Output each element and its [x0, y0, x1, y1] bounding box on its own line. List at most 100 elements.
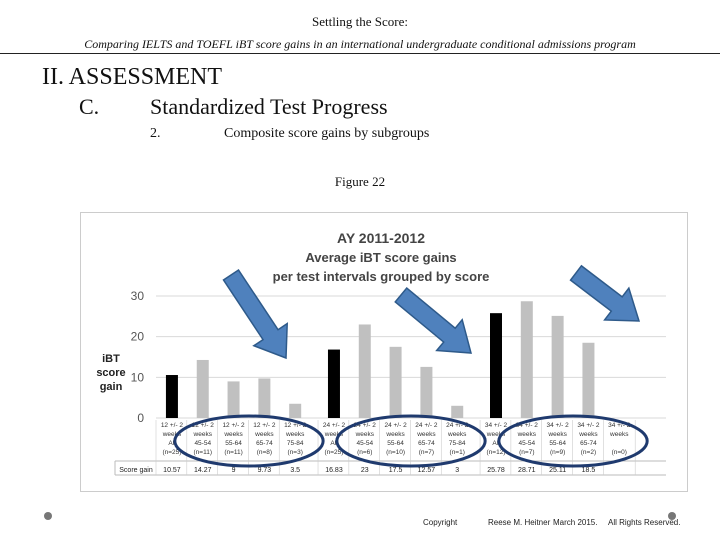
y-tick-label: 10 — [131, 370, 145, 384]
header-title: Settling the Score: — [311, 14, 409, 29]
category-label-line: weeks — [547, 431, 567, 438]
category-label-line: 34 +/- 2 — [547, 422, 570, 429]
y-axis-label-line: gain — [100, 381, 123, 393]
category-label-line: 12 +/- 2 — [192, 422, 215, 429]
arrow-icon — [222, 268, 289, 360]
category-label-line: All — [168, 440, 176, 447]
category-label-line: weeks — [447, 431, 467, 438]
bar — [289, 403, 302, 418]
category-label-line: weeks — [162, 431, 182, 438]
category-label-line: (n=25) — [162, 449, 181, 456]
category-label-line: 75-84 — [449, 440, 466, 447]
figure-label: Figure 22 — [334, 174, 386, 189]
footer-copyright: Copyright — [423, 518, 458, 527]
value-label: 25.11 — [549, 467, 566, 474]
bar — [582, 342, 595, 418]
category-label-line: 34 +/- 2 — [485, 422, 508, 429]
value-label: 12.57 — [418, 467, 436, 474]
outline-item: 2. Composite score gains by subgroups — [150, 126, 429, 142]
footer-author: Reese M. Heitner — [488, 518, 551, 527]
bar — [420, 366, 433, 418]
value-label: 16.83 — [325, 467, 343, 474]
bar — [358, 324, 371, 418]
category-label-line: 34 +/- 2 — [608, 422, 631, 429]
value-label: 9.73 — [258, 467, 272, 474]
value-label: 3.5 — [290, 467, 300, 474]
category-label-line: (n=12) — [487, 449, 506, 456]
group-ellipse — [335, 414, 487, 468]
table-row-header: Score gain — [119, 467, 153, 474]
header-rule — [0, 53, 720, 54]
category-label-line: 65-74 — [418, 440, 435, 447]
category-label-line: 12 +/- 2 — [284, 422, 307, 429]
category-label-line: 55-64 — [225, 440, 242, 447]
category-label-line: 55-64 — [549, 440, 566, 447]
arrow-icon — [569, 264, 641, 322]
item-number: 2. — [150, 126, 161, 141]
bar — [520, 301, 533, 418]
item-text: Composite score gains by subgroups — [224, 126, 430, 141]
category-label-line: 12 +/- 2 — [161, 422, 184, 429]
category-label-line: weeks — [285, 431, 305, 438]
category-label-line: weeks — [486, 431, 506, 438]
footer-rights: All Rights Reserved. — [608, 518, 681, 527]
bar — [227, 381, 240, 418]
category-label-line: 24 +/- 2 — [446, 422, 469, 429]
category-label-line: 65-74 — [256, 440, 273, 447]
category-label-line: (n=7) — [519, 449, 534, 456]
y-axis-label-line: score — [96, 367, 125, 379]
category-label-line: (n=1) — [450, 449, 465, 456]
category-label-line: weeks — [254, 431, 274, 438]
category-label-line: (n=9) — [550, 449, 565, 456]
category-label-line: 12 +/- 2 — [222, 422, 245, 429]
subsection-letter: C. — [79, 94, 100, 119]
value-label: 14.27 — [194, 467, 212, 474]
header-subtitle: Comparing IELTS and TOEFL iBT score gain… — [84, 37, 636, 51]
category-label-line: 45-54 — [519, 440, 536, 447]
category-label-line: weeks — [385, 431, 405, 438]
group-ellipse — [173, 414, 325, 468]
category-label-line: weeks — [223, 431, 243, 438]
value-label: 10.57 — [163, 467, 181, 474]
category-label-line: 34 +/- 2 — [577, 422, 600, 429]
y-tick-label: 20 — [131, 330, 145, 344]
chart-title-line: Average iBT score gains — [305, 250, 456, 265]
category-label-line: 24 +/- 2 — [323, 422, 346, 429]
category-label-line: weeks — [355, 431, 375, 438]
category-label-line: 24 +/- 2 — [384, 422, 407, 429]
category-label-line: (n=0) — [612, 449, 627, 456]
bar — [389, 346, 402, 418]
value-label: 9 — [232, 467, 236, 474]
bar — [551, 315, 564, 418]
arrow-icon — [394, 287, 472, 354]
subsection-heading: C. Standardized Test Progress — [79, 94, 388, 120]
value-label: 28.71 — [518, 467, 536, 474]
category-label-line: 55-64 — [387, 440, 404, 447]
y-tick-label: 30 — [131, 289, 145, 303]
chart-title-line: AY 2011-2012 — [337, 230, 425, 246]
category-label-line: All — [492, 440, 500, 447]
y-tick-label: 0 — [137, 411, 144, 425]
bar — [196, 359, 209, 418]
category-label-line: weeks — [609, 431, 629, 438]
category-label-line: All — [330, 440, 338, 447]
chart-title-line: per test intervals grouped by score — [273, 269, 490, 284]
y-axis-label-line: iBT — [102, 353, 120, 365]
bar — [451, 405, 464, 418]
bar — [165, 375, 178, 418]
value-label: 3 — [455, 467, 459, 474]
category-label-line: 34 +/- 2 — [516, 422, 539, 429]
footer-right-dot — [668, 512, 676, 520]
category-label-line: weeks — [416, 431, 436, 438]
category-label-line: 24 +/- 2 — [415, 422, 438, 429]
group-ellipse — [497, 414, 649, 468]
category-label-line: (n=11) — [194, 449, 213, 456]
category-label-line: (n=7) — [419, 449, 434, 456]
footer-left-dot — [44, 512, 52, 520]
category-label-line: 12 +/- 2 — [253, 422, 276, 429]
category-label-line: 65-74 — [580, 440, 597, 447]
value-label: 25.78 — [487, 467, 505, 474]
chart-frame: AY 2011-2012 Average iBT score gains per t… — [80, 212, 688, 492]
value-label: 23 — [361, 467, 369, 474]
bar — [490, 313, 502, 418]
